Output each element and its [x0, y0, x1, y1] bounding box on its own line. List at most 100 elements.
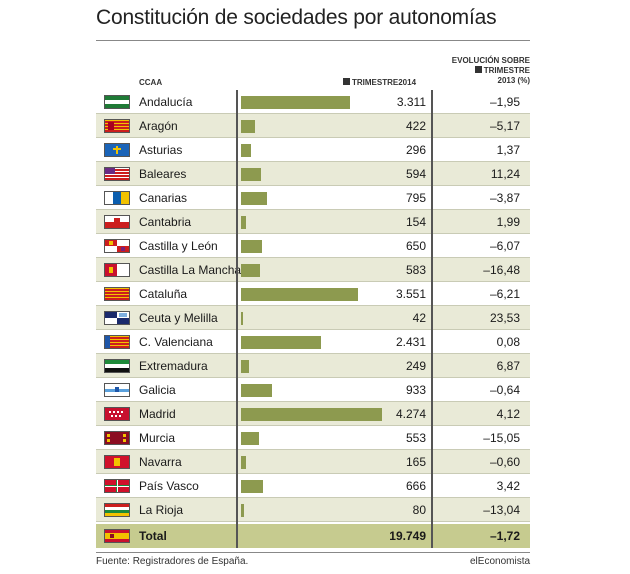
- aragon-flag-part: [105, 124, 129, 126]
- flag-la-rioja-icon: [104, 503, 130, 517]
- murcia-flag-part: [123, 439, 126, 442]
- column-header-evolucion: EVOLUCIÓN SOBRE TRIMESTRE 2013 (%): [430, 56, 530, 86]
- column-header-evolucion-line2: TRIMESTRE: [483, 66, 530, 75]
- evolution-label: –13,04: [483, 503, 520, 517]
- row-separator: [96, 329, 530, 330]
- column-header-evolucion-line2-wrap: TRIMESTRE: [430, 66, 530, 76]
- espana-flag-part: [105, 539, 129, 542]
- value-label: 3.551: [395, 287, 426, 301]
- murcia-flag-part: [107, 439, 110, 442]
- evolution-label: –0,64: [489, 383, 520, 397]
- table-row: Castilla y León 650 –6,07: [96, 234, 530, 258]
- bar-madrid: [241, 408, 382, 421]
- row-separator: [96, 137, 530, 138]
- value-label: 296: [405, 143, 426, 157]
- canarias-flag-part: [105, 192, 113, 204]
- cataluna-flag-part: [105, 295, 129, 297]
- bar-c-valenciana: [241, 336, 322, 349]
- ceuta-melilla-flag-part: [105, 318, 117, 324]
- murcia-flag-part: [107, 434, 110, 437]
- madrid-flag-part: [119, 415, 121, 417]
- castilla-la-mancha-flag-part: [109, 267, 113, 273]
- value-label: 165: [405, 455, 426, 469]
- cataluna-flag-part: [105, 289, 129, 291]
- total-value: 19.749: [389, 529, 426, 543]
- table-row: Extremadura 249 6,87: [96, 354, 530, 378]
- bar-murcia: [241, 432, 260, 445]
- la-rioja-flag-part: [105, 513, 129, 516]
- region-name: Asturias: [139, 143, 183, 157]
- chart-title: Constitución de sociedades por autonomía…: [96, 6, 497, 29]
- column-header-evolucion-line3: 2013 (%): [497, 76, 530, 85]
- value-label: 4.274: [395, 407, 426, 421]
- espana-flag-part: [105, 530, 129, 533]
- aragon-flag-part: [105, 130, 129, 132]
- castilla-leon-flag-part: [117, 240, 129, 246]
- row-separator: [96, 257, 530, 258]
- table-row: Galicia 933 –0,64: [96, 378, 530, 402]
- evolution-left-divider: [431, 90, 433, 548]
- andalucia-flag-part: [105, 96, 129, 100]
- c-valenciana-flag-part: [105, 340, 129, 342]
- total-row: Total 19.749 –1,72: [96, 524, 530, 548]
- cataluna-flag-part: [105, 292, 129, 294]
- value-label: 80: [412, 503, 426, 517]
- legend-square-icon: [343, 78, 350, 85]
- value-label: 154: [405, 215, 426, 229]
- galicia-flag-part: [115, 387, 119, 392]
- bar-cataluna: [241, 288, 359, 301]
- evolution-label: 23,53: [489, 311, 520, 325]
- navarra-flag-part: [114, 458, 120, 466]
- castilla-leon-flag-part: [105, 246, 117, 252]
- baleares-flag-part: [105, 169, 129, 171]
- table-row: La Rioja 80 –13,04: [96, 498, 530, 522]
- flag-castilla-leon-icon: [104, 239, 130, 253]
- evolution-label: –3,87: [489, 191, 520, 205]
- evolution-label: 1,37: [496, 143, 520, 157]
- region-name: C. Valenciana: [139, 335, 213, 349]
- baleares-flag-part: [105, 175, 129, 177]
- madrid-flag-part: [113, 411, 115, 413]
- row-separator: [96, 401, 530, 402]
- bar-navarra: [241, 456, 247, 469]
- extremadura-flag-part: [105, 364, 129, 368]
- flag-andalucia-icon: [104, 95, 130, 109]
- flag-cataluna-icon: [104, 287, 130, 301]
- madrid-flag-part: [105, 408, 129, 420]
- cantabria-flag-part: [105, 222, 129, 228]
- flag-espana-icon: [104, 529, 130, 543]
- canarias-flag-part: [113, 192, 121, 204]
- value-label: 594: [405, 167, 426, 181]
- region-name: Cataluña: [139, 287, 188, 301]
- evolution-label: –6,07: [489, 239, 520, 253]
- table-row: Ceuta y Melilla 42 23,53: [96, 306, 530, 330]
- total-evolution: –1,72: [489, 529, 520, 543]
- evolution-label: 4,12: [496, 407, 520, 421]
- flag-canarias-icon: [104, 191, 130, 205]
- table-row: Andalucía 3.311 –1,95: [96, 90, 530, 114]
- flag-cantabria-icon: [104, 215, 130, 229]
- row-separator: [96, 449, 530, 450]
- region-name: Aragón: [139, 119, 178, 133]
- madrid-flag-part: [115, 415, 117, 417]
- evolution-label: 11,24: [490, 167, 520, 181]
- region-name: Navarra: [139, 455, 182, 469]
- flag-madrid-icon: [104, 407, 130, 421]
- source-note: Fuente: Registradores de España.: [96, 556, 249, 567]
- value-label: 553: [405, 431, 426, 445]
- castilla-la-mancha-flag-part: [117, 264, 129, 276]
- c-valenciana-flag-part: [105, 336, 129, 348]
- bar-asturias: [241, 144, 251, 157]
- bar-aragon: [241, 120, 255, 133]
- value-label: 249: [405, 359, 426, 373]
- row-separator: [96, 209, 530, 210]
- flag-c-valenciana-icon: [104, 335, 130, 349]
- table-row: Murcia 553 –15,05: [96, 426, 530, 450]
- flag-pais-vasco-icon: [104, 479, 130, 493]
- extremadura-flag-part: [105, 360, 129, 364]
- evolution-label: –16,48: [483, 263, 520, 277]
- region-name: Galicia: [139, 383, 176, 397]
- bar-galicia: [241, 384, 272, 397]
- baleares-flag-part: [105, 172, 129, 174]
- value-label: 795: [405, 191, 426, 205]
